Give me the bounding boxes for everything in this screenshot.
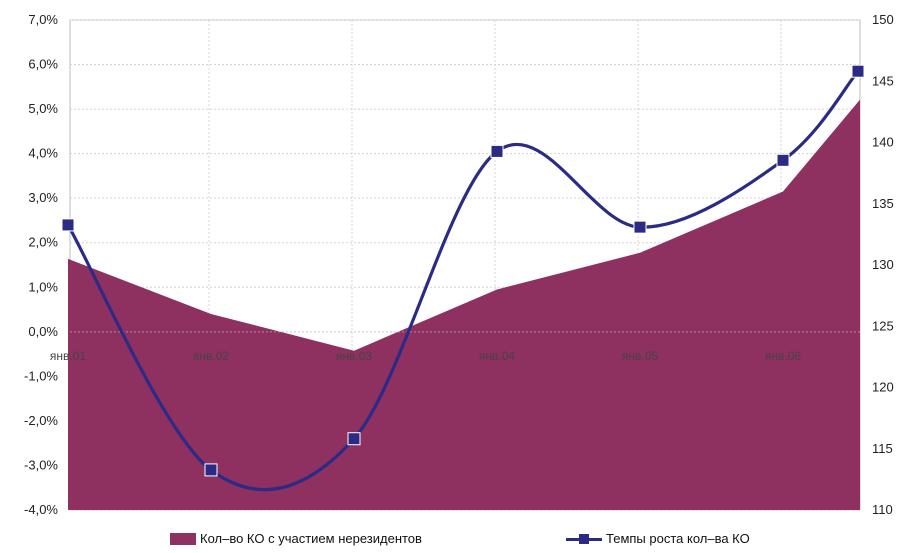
growth-point [851, 64, 865, 78]
left-tick-label: 1,0% [28, 279, 58, 294]
x-tick-label: янв.06 [765, 349, 802, 363]
left-tick-label: -4,0% [24, 502, 58, 517]
growth-point [61, 218, 75, 232]
right-tick-label: 140 [872, 135, 894, 150]
right-tick-label: 125 [872, 318, 894, 333]
right-tick-label: 150 [872, 12, 894, 27]
left-tick-label: 3,0% [28, 190, 58, 205]
growth-line [66, 70, 860, 492]
right-tick-label: 115 [872, 441, 893, 456]
growth-point [776, 153, 790, 167]
legend-area-label: Кол–во КО с участием нерезидентов [200, 531, 422, 546]
growth-point [204, 463, 218, 477]
x-tick-label: янв.05 [622, 349, 659, 363]
legend-area-swatch [170, 532, 196, 545]
right-tick-label: 135 [872, 196, 894, 211]
area-series [68, 99, 860, 510]
left-axis-ticks: 7,0% 6,0% 5,0% 4,0% 3,0% 2,0% 1,0% 0,0% -1,0% -2,… [24, 12, 58, 517]
right-tick-label: 130 [872, 257, 894, 272]
left-tick-label: 2,0% [28, 235, 58, 250]
line-series [61, 64, 865, 492]
legend: Кол–во КО с участием нерезидентов Темпы … [0, 527, 904, 549]
x-tick-label: янв.04 [479, 349, 516, 363]
legend-item-area: Кол–во КО с участием нерезидентов [170, 531, 422, 546]
left-tick-label: 5,0% [28, 101, 58, 116]
growth-point [490, 144, 504, 158]
growth-point [633, 220, 647, 234]
right-tick-label: 120 [872, 380, 894, 395]
right-axis-ticks: 150 145 140 135 130 125 120 115 110 [872, 12, 894, 517]
x-tick-label: янв.02 [193, 349, 230, 363]
x-tick-label: янв.03 [336, 349, 373, 363]
left-tick-label: -3,0% [24, 457, 58, 472]
left-tick-label: 7,0% [28, 12, 58, 27]
legend-line-swatch [566, 533, 602, 545]
legend-line-label: Темпы роста кол–ва КО [606, 531, 750, 546]
left-tick-label: 6,0% [28, 57, 58, 72]
right-tick-label: 110 [872, 502, 893, 517]
growth-point [347, 432, 361, 446]
right-tick-label: 145 [872, 73, 894, 88]
x-tick-label: янв.01 [50, 349, 87, 363]
left-tick-label: 4,0% [28, 146, 58, 161]
left-tick-label: 0,0% [28, 324, 58, 339]
left-tick-label: -1,0% [24, 368, 58, 383]
left-tick-label: -2,0% [24, 413, 58, 428]
x-axis-ticks: янв.01 янв.02 янв.03 янв.04 янв.05 янв.06 [50, 349, 802, 363]
area-fill [68, 99, 860, 510]
legend-item-line: Темпы роста кол–ва КО [566, 531, 750, 546]
